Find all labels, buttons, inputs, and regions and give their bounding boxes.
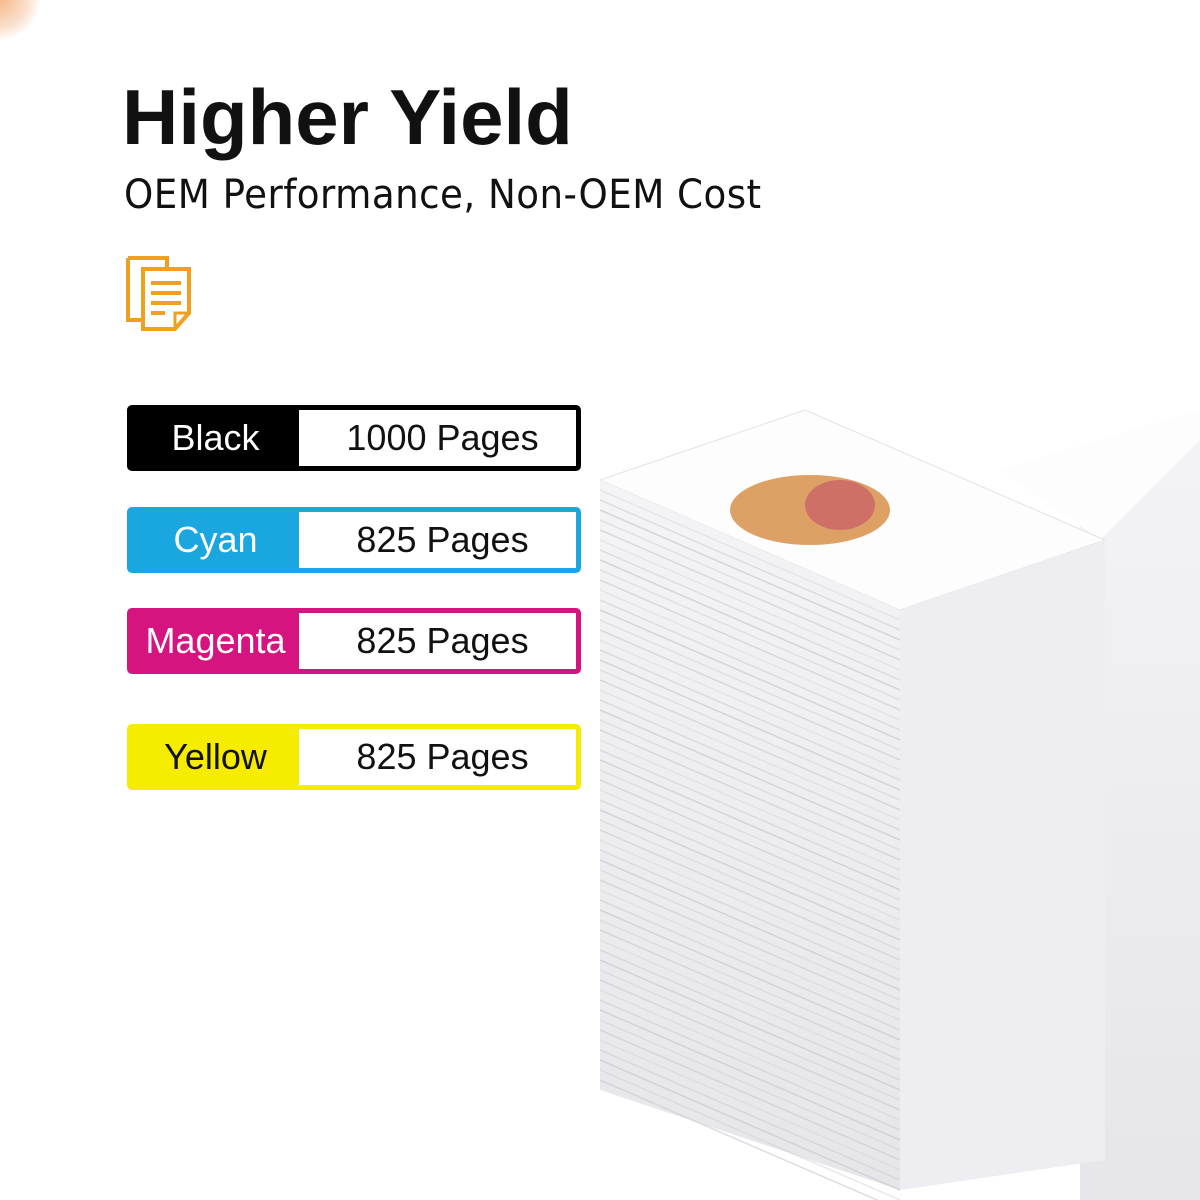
color-label: Yellow	[132, 729, 299, 785]
page-yield: 825 Pages	[299, 512, 576, 568]
page-yield: 825 Pages	[299, 729, 576, 785]
paper-edge	[599, 709, 901, 841]
paper-edge	[599, 1019, 901, 1151]
yield-row-cyan: Cyan 825 Pages	[127, 507, 581, 573]
color-label: Magenta	[132, 613, 299, 669]
paper-edge	[599, 899, 901, 1031]
documents-icon	[126, 256, 191, 331]
paper-edge	[599, 579, 901, 711]
paper-edge	[599, 669, 901, 801]
paper-edge	[599, 539, 901, 671]
paper-edge	[599, 999, 901, 1131]
paper-edge	[599, 599, 901, 731]
paper-edge	[599, 819, 901, 951]
paper-edge	[599, 829, 901, 961]
page-subtitle: OEM Performance, Non-OEM Cost	[124, 172, 762, 218]
page-yield: 825 Pages	[299, 613, 576, 669]
paper-edge	[599, 989, 901, 1121]
paper-edge	[599, 509, 901, 641]
paper-edge	[599, 1069, 901, 1200]
paper-edge	[599, 749, 901, 881]
paper-edge	[599, 809, 901, 941]
paper-edge	[599, 969, 901, 1101]
paper-edge	[599, 499, 901, 631]
corner-decoration	[0, 0, 40, 40]
paper-edge	[599, 679, 901, 811]
page-yield: 1000 Pages	[299, 410, 576, 466]
paper-edge	[599, 1079, 879, 1200]
paper-edge	[599, 839, 901, 971]
paper-edge	[599, 789, 901, 921]
paper-edge	[599, 519, 901, 651]
paper-edge	[599, 529, 901, 661]
paper-edge	[599, 559, 901, 691]
paper-stacks-image	[598, 409, 1200, 1200]
yield-row-black: Black 1000 Pages	[127, 405, 581, 471]
paper-edge	[599, 649, 901, 781]
paper-edge	[599, 739, 901, 871]
paper-edge	[599, 619, 901, 751]
color-label: Black	[132, 410, 299, 466]
paper-edge	[599, 489, 901, 621]
paper-edge	[599, 779, 901, 911]
paper-edge	[599, 609, 901, 741]
paper-edge	[599, 1029, 901, 1161]
paper-edge	[599, 759, 901, 891]
paper-edge	[599, 949, 901, 1081]
yield-row-yellow: Yellow 825 Pages	[127, 724, 581, 790]
paper-edge	[599, 629, 901, 761]
paper-edge	[599, 869, 901, 1001]
paper-edge	[599, 699, 901, 831]
paper-edge	[599, 929, 901, 1061]
paper-edge	[599, 689, 901, 821]
paper-edge	[599, 979, 901, 1111]
paper-edge	[599, 569, 901, 701]
paper-edge	[599, 659, 901, 791]
paper-edge	[599, 879, 901, 1011]
paper-edge	[599, 919, 901, 1051]
paper-edge	[599, 1059, 901, 1191]
paper-edge	[599, 909, 901, 1041]
paper-edge	[599, 859, 901, 991]
paper-edge	[599, 1049, 901, 1181]
paper-edge	[599, 1009, 901, 1141]
paper-edge	[599, 549, 901, 681]
paper-edge	[599, 959, 901, 1091]
paper-edge	[599, 889, 901, 1021]
page-title: Higher Yield	[122, 73, 573, 161]
paper-edge	[599, 799, 901, 931]
paper-edge	[599, 719, 901, 851]
paper-edge	[599, 939, 901, 1071]
paper-edge	[599, 849, 901, 981]
yield-row-magenta: Magenta 825 Pages	[127, 608, 581, 674]
paper-edge	[599, 589, 901, 721]
color-label: Cyan	[132, 512, 299, 568]
paper-edge	[599, 769, 901, 901]
paper-edge	[599, 639, 901, 771]
paper-edge	[599, 1039, 901, 1171]
paper-edge	[599, 729, 901, 861]
